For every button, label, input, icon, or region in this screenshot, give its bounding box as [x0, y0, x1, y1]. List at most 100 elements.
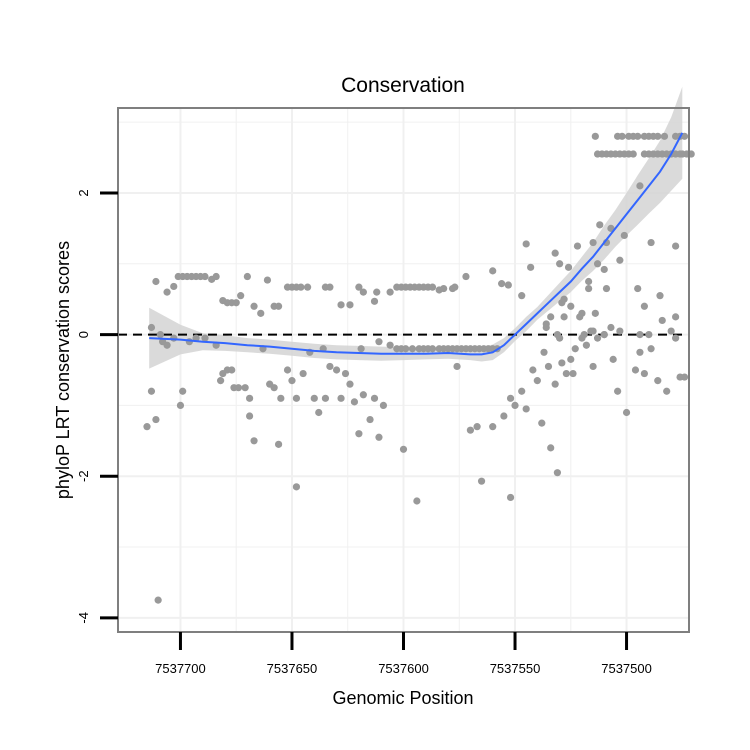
data-point — [551, 249, 559, 257]
data-point — [156, 330, 164, 339]
data-point — [373, 288, 381, 296]
data-point — [288, 377, 296, 385]
data-point — [500, 412, 508, 420]
confidence-ribbon — [149, 86, 683, 369]
data-point — [506, 394, 515, 402]
data-point — [270, 384, 278, 392]
data-point — [518, 387, 526, 395]
data-point — [504, 281, 512, 289]
data-point — [332, 366, 341, 374]
data-point — [217, 377, 225, 385]
data-point — [163, 288, 171, 296]
data-point — [647, 238, 655, 247]
data-point — [359, 288, 367, 296]
data-point — [556, 334, 564, 342]
data-point — [607, 323, 615, 332]
data-point — [386, 288, 394, 296]
chart-title: Conservation — [341, 74, 465, 97]
data-point — [257, 309, 265, 317]
data-point — [680, 132, 689, 140]
data-point — [576, 313, 584, 321]
data-point — [596, 221, 604, 229]
data-point — [587, 327, 595, 335]
data-point — [292, 394, 301, 402]
data-point — [337, 394, 345, 402]
data-point — [170, 334, 178, 342]
data-point — [498, 280, 506, 288]
data-point — [355, 430, 363, 438]
data-point — [593, 260, 602, 268]
data-point — [375, 433, 383, 441]
data-point — [326, 283, 334, 291]
data-point — [147, 323, 156, 332]
data-point — [562, 369, 570, 378]
data-point — [654, 377, 662, 385]
data-point — [547, 313, 555, 321]
data-point — [310, 394, 318, 402]
data-point — [355, 283, 363, 291]
data-point — [660, 132, 669, 140]
data-point — [571, 345, 579, 353]
data-point — [346, 301, 354, 309]
data-point — [589, 238, 597, 247]
data-point — [299, 369, 307, 378]
data-point — [634, 132, 642, 140]
data-point — [250, 437, 258, 445]
data-point — [237, 292, 245, 300]
data-point — [547, 444, 555, 452]
data-point — [640, 302, 648, 310]
x-axis-ticks: 7537700 7537650 7537600 7537550 7537500 — [155, 632, 652, 676]
data-point — [656, 292, 664, 300]
data-point — [616, 256, 624, 264]
data-point — [241, 384, 249, 392]
data-point — [147, 387, 156, 395]
data-point — [303, 283, 312, 291]
data-point — [346, 380, 354, 388]
data-point — [154, 596, 162, 604]
data-point — [645, 330, 653, 339]
data-point — [589, 362, 597, 371]
data-point — [462, 272, 470, 281]
data-point — [636, 182, 644, 190]
data-point — [676, 150, 684, 158]
data-point — [553, 469, 562, 477]
data-point — [585, 277, 593, 286]
x-axis-title: Genomic Position — [332, 688, 473, 708]
x-tick-label: 7537500 — [601, 661, 652, 676]
data-point — [672, 242, 680, 250]
data-point — [379, 401, 388, 410]
data-point — [375, 338, 383, 346]
data-point — [680, 373, 689, 381]
data-point — [341, 369, 350, 378]
x-tick-label: 7537650 — [267, 661, 318, 676]
data-point — [591, 309, 599, 317]
data-point — [386, 341, 394, 349]
data-point — [234, 384, 243, 392]
data-point — [560, 295, 568, 303]
y-axis-ticks: 2 0 -2 -4 — [76, 189, 118, 624]
data-point — [614, 387, 622, 395]
data-point — [551, 380, 559, 388]
data-point — [243, 272, 251, 281]
data-point — [448, 284, 457, 293]
data-point — [527, 263, 535, 271]
data-point — [654, 132, 662, 140]
data-point — [544, 362, 553, 371]
data-point — [350, 398, 359, 406]
data-point — [538, 419, 546, 427]
data-point — [228, 366, 236, 374]
y-tick-label: -4 — [76, 612, 91, 624]
data-point — [477, 477, 486, 485]
data-point — [636, 330, 644, 339]
data-point — [179, 387, 187, 395]
data-point — [636, 348, 644, 356]
data-point — [326, 362, 334, 371]
data-point — [245, 394, 254, 402]
data-point — [634, 284, 642, 293]
data-point — [370, 394, 379, 402]
data-point — [622, 408, 631, 417]
data-point — [542, 323, 550, 332]
data-point — [263, 276, 272, 284]
